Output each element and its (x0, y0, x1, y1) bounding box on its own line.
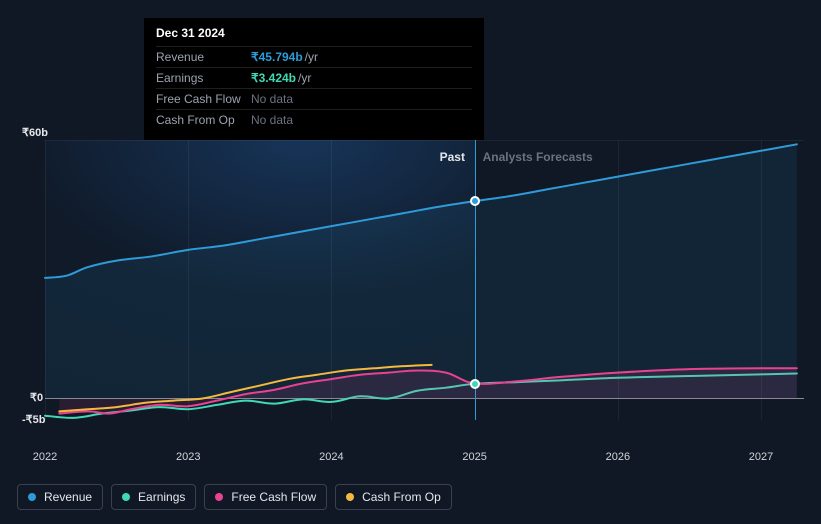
tooltip-row-label: Revenue (156, 50, 251, 64)
x-axis-label: 2027 (749, 451, 773, 463)
x-axis-label: 2026 (606, 451, 630, 463)
y-axis-neg-label: -₹5b (22, 413, 46, 426)
legend-dot-icon (215, 493, 223, 501)
series-svg (45, 140, 804, 420)
legend-dot-icon (122, 493, 130, 501)
tooltip-date: Dec 31 2024 (156, 26, 472, 46)
forecast-chart: 202220232024202520262027₹60b₹0-₹5bPastAn… (17, 0, 804, 524)
chart-legend: Revenue Earnings Free Cash Flow Cash From O… (17, 484, 452, 510)
x-axis-label: 2025 (462, 451, 486, 463)
tooltip-value: ₹45.794b (251, 50, 303, 64)
tooltip-unit: /yr (298, 71, 311, 85)
revenue-cursor-marker (470, 196, 480, 206)
hover-tooltip: Dec 31 2024 Revenue₹45.794b /yrEarnings₹… (144, 18, 484, 140)
tooltip-row-label: Cash From Op (156, 113, 251, 127)
legend-item-earnings[interactable]: Earnings (111, 484, 196, 510)
tooltip-row: Earnings₹3.424b /yr (156, 67, 472, 88)
y-axis-zero-label: ₹0 (30, 391, 43, 404)
tooltip-row-label: Free Cash Flow (156, 92, 251, 106)
tooltip-row-label: Earnings (156, 71, 251, 85)
legend-label: Free Cash Flow (231, 490, 316, 504)
tooltip-row: Cash From OpNo data (156, 109, 472, 130)
legend-dot-icon (346, 493, 354, 501)
plot-area[interactable]: 202220232024202520262027₹60b₹0-₹5bPastAn… (45, 140, 804, 420)
tooltip-value: ₹3.424b (251, 71, 296, 85)
legend-item-cfo[interactable]: Cash From Op (335, 484, 452, 510)
tooltip-nodata: No data (251, 113, 293, 127)
y-axis-label: ₹60b (22, 126, 48, 139)
x-axis-label: 2024 (319, 451, 343, 463)
legend-label: Earnings (138, 490, 185, 504)
legend-dot-icon (28, 493, 36, 501)
legend-item-fcf[interactable]: Free Cash Flow (204, 484, 327, 510)
legend-label: Revenue (44, 490, 92, 504)
legend-label: Cash From Op (362, 490, 441, 504)
revenue-fill (45, 144, 797, 398)
tooltip-row: Revenue₹45.794b /yr (156, 46, 472, 67)
earnings-cursor-marker (470, 379, 480, 389)
tooltip-nodata: No data (251, 92, 293, 106)
x-axis-label: 2022 (33, 451, 57, 463)
tooltip-unit: /yr (305, 50, 318, 64)
tooltip-row: Free Cash FlowNo data (156, 88, 472, 109)
legend-item-revenue[interactable]: Revenue (17, 484, 103, 510)
x-axis-label: 2023 (176, 451, 200, 463)
